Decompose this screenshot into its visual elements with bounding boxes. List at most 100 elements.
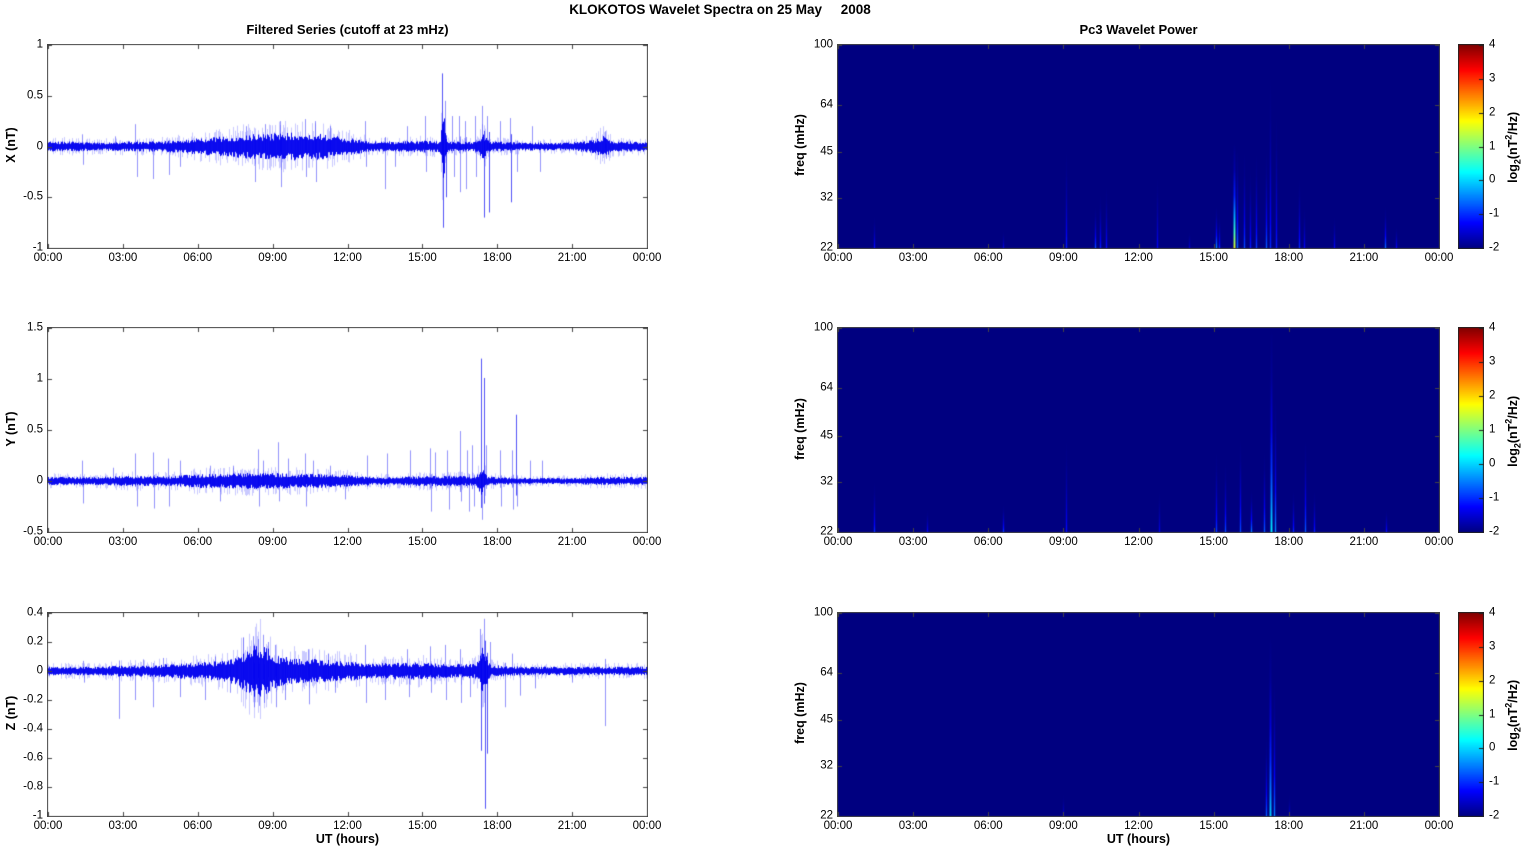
x-axis-label: X (nT) — [4, 127, 18, 163]
tick-label: -0.8 — [23, 780, 43, 793]
tick-label: -2 — [1489, 241, 1500, 254]
tick-label: 09:00 — [1048, 536, 1078, 548]
tick-label: 06:00 — [183, 820, 213, 832]
tick-label: 1 — [1489, 708, 1496, 720]
tick-label: 12:00 — [333, 820, 362, 832]
figure-title: KLOKOTOS Wavelet Spectra on 25 May 2008 — [569, 2, 871, 17]
tick-label: 12:00 — [1124, 536, 1153, 548]
tick-label: 45 — [820, 145, 833, 158]
tick-label: 00:00 — [632, 536, 662, 548]
tick-label: 4 — [1489, 321, 1496, 334]
right-column-title: Pc3 Wavelet Power — [1079, 22, 1198, 37]
tick-label: 64 — [820, 666, 833, 679]
left-ut-hours-label: UT (hours) — [315, 832, 380, 846]
tick-label: 1 — [1489, 140, 1496, 152]
tick-label: 100 — [813, 38, 833, 51]
z-wavelet-plot — [837, 612, 1440, 817]
x-series-plot — [47, 44, 648, 249]
x-wavelet-plot — [837, 44, 1440, 249]
tick-label: 00:00 — [823, 536, 853, 548]
tick-label: 18:00 — [1274, 820, 1304, 832]
tick-label: -0.5 — [23, 525, 43, 538]
tick-label: 4 — [1489, 606, 1496, 619]
tick-label: 1 — [36, 38, 43, 51]
tick-label: 100 — [813, 321, 833, 334]
tick-label: 06:00 — [973, 820, 1003, 832]
tick-label: 21:00 — [557, 536, 587, 548]
tick-label: 2 — [1489, 674, 1496, 687]
tick-label: 18:00 — [1274, 536, 1304, 548]
tick-label: 32 — [820, 191, 833, 204]
tick-label: 4 — [1489, 38, 1496, 51]
tick-label: 00:00 — [1424, 252, 1454, 264]
tick-label: -0.2 — [23, 693, 43, 706]
tick-label: 12:00 — [333, 536, 362, 548]
tick-label: 00:00 — [632, 820, 662, 832]
tick-label: 09:00 — [258, 252, 288, 264]
tick-label: 15:00 — [1199, 252, 1229, 264]
tick-label: 0 — [1489, 741, 1496, 754]
tick-label: 15:00 — [1199, 820, 1229, 832]
tick-label: 12:00 — [333, 252, 362, 264]
tick-label: 32 — [820, 475, 833, 488]
tick-label: -1 — [32, 809, 43, 822]
z-axis-label: Z (nT) — [4, 695, 18, 731]
tick-label: 1.5 — [27, 321, 43, 334]
tick-label: 00:00 — [1424, 536, 1454, 548]
y-series-plot — [47, 327, 648, 533]
x-colorbar — [1458, 44, 1484, 249]
tick-label: 12:00 — [1124, 820, 1153, 832]
tick-label: 03:00 — [898, 252, 928, 264]
tick-label: 15:00 — [407, 252, 437, 264]
tick-label: 09:00 — [258, 536, 288, 548]
tick-label: 2 — [1489, 106, 1496, 119]
tick-label: 18:00 — [482, 252, 512, 264]
tick-label: 12:00 — [1124, 252, 1153, 264]
colorbar-label-middle: log2(nT2/Hz) — [1503, 395, 1523, 467]
y-colorbar — [1458, 327, 1484, 533]
tick-label: 64 — [820, 98, 833, 111]
tick-label: 18:00 — [482, 820, 512, 832]
y-axis-label: Y (nT) — [4, 411, 18, 447]
tick-label: 03:00 — [108, 820, 138, 832]
tick-label: 100 — [813, 606, 833, 619]
y-wavelet-plot — [837, 327, 1440, 533]
tick-label: 21:00 — [1349, 820, 1379, 832]
tick-label: 0.5 — [27, 423, 43, 436]
tick-label: 06:00 — [183, 252, 213, 264]
tick-label: 06:00 — [973, 536, 1003, 548]
tick-label: 45 — [820, 429, 833, 442]
tick-label: 22 — [820, 525, 833, 538]
tick-label: 21:00 — [557, 820, 587, 832]
tick-label: -0.5 — [23, 190, 43, 203]
tick-label: 22 — [820, 241, 833, 254]
tick-label: 03:00 — [108, 536, 138, 548]
tick-label: 21:00 — [1349, 252, 1379, 264]
left-column-title: Filtered Series (cutoff at 23 mHz) — [246, 22, 449, 37]
tick-label: -1 — [32, 241, 43, 254]
tick-label: 00:00 — [1424, 820, 1454, 832]
tick-label: -1 — [1489, 491, 1500, 504]
tick-label: 22 — [820, 809, 833, 822]
tick-label: 03:00 — [898, 536, 928, 548]
tick-label: -0.4 — [23, 722, 43, 735]
tick-label: 1 — [1489, 423, 1496, 436]
tick-label: 0 — [36, 474, 43, 487]
tick-label: 0 — [1489, 457, 1496, 470]
right-ut-hours-label: UT (hours) — [1106, 832, 1171, 846]
tick-label: 0 — [36, 140, 43, 152]
tick-label: 18:00 — [1274, 252, 1304, 264]
z-series-plot — [47, 612, 648, 817]
colorbar-label-top: log2(nT2/Hz) — [1503, 111, 1523, 183]
tick-label: 45 — [820, 713, 833, 726]
tick-label: 3 — [1489, 72, 1496, 85]
tick-label: -1 — [1489, 775, 1500, 788]
tick-label: 00:00 — [33, 536, 63, 548]
tick-label: 15:00 — [407, 536, 437, 548]
tick-label: 3 — [1489, 640, 1496, 653]
tick-label: 21:00 — [1349, 536, 1379, 548]
freq-axis-label-bottom: freq (mHz) — [793, 682, 807, 744]
tick-label: -2 — [1489, 525, 1500, 538]
z-colorbar — [1458, 612, 1484, 817]
